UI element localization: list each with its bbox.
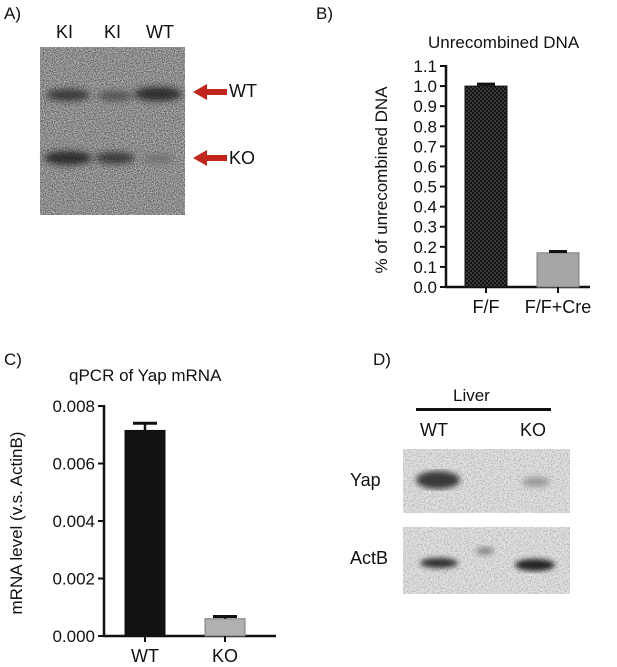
panel-a-label: A) [4,4,21,23]
blot-label-actb: ActB [350,548,389,568]
western-blot-actb [403,527,570,594]
chart-c-title: qPCR of Yap mRNA [69,366,222,385]
panel-b-label: B) [316,4,333,23]
yap-band-ko [522,477,550,487]
x-tick-label: F/F [473,297,500,317]
x-tick-label: KO [212,646,238,666]
y-tick-label: 0.3 [413,218,437,237]
blot-image-yap [403,449,570,513]
lane-label-3: WT [146,22,174,42]
gel-band-ko-lane3 [142,155,174,163]
actb-band-ko [515,559,555,571]
y-tick-label: 0.7 [413,137,437,156]
lane-label-ko: KO [520,420,547,440]
lane-label-1: KI [56,22,74,42]
actb-smear [476,547,494,555]
lane-label-wt: WT [420,420,448,440]
lane-label-2: KI [104,22,122,42]
southern-blot-gel [40,47,185,215]
chart-b-title: Unrecombined DNA [428,33,580,52]
bar-ko [204,618,246,637]
y-tick-label: 0.8 [413,117,437,136]
group-label-liver: Liver [453,386,490,405]
y-tick-label: 0.6 [413,157,437,176]
arrow-label-wt: WT [229,81,257,101]
panel-c-label: C) [4,350,22,369]
bar-wt [124,429,166,637]
gel-band-ko-lane1 [44,151,92,165]
y-tick-label: 0.2 [413,238,437,257]
gel-band-ko-lane2 [95,152,135,164]
y-tick-label: 0.9 [413,97,437,116]
y-tick-label: 0.000 [52,627,95,646]
y-tick-label: 0.4 [413,198,437,217]
arrow-label-ko: KO [229,148,256,168]
actb-band-wt [420,558,458,568]
western-blot-yap [403,449,570,513]
yap-band-wt [416,471,460,489]
x-tick-label: WT [131,646,159,666]
group-bracket-line [416,408,551,411]
y-tick-label: 0.004 [52,512,95,531]
gel-band-wt-lane1 [46,89,90,101]
gel-band-wt-lane3 [134,87,182,101]
y-tick-label: 0.1 [413,258,437,277]
panel-d-label: D) [373,350,391,369]
gel-band-wt-lane2 [97,91,133,101]
y-tick-label: 1.0 [413,77,437,96]
y-tick-label: 0.5 [413,178,437,197]
gel-image [40,47,185,215]
y-tick-label: 1.1 [413,57,437,76]
y-tick-label: 0.002 [52,570,95,589]
x-tick-label: F/F+Cre [525,297,592,317]
y-tick-label: 0.006 [52,455,95,474]
blot-image-actb [403,527,570,594]
y-tick-label: 0.008 [52,397,95,416]
y-tick-label: 0.0 [413,278,437,297]
blot-label-yap: Yap [350,470,381,490]
